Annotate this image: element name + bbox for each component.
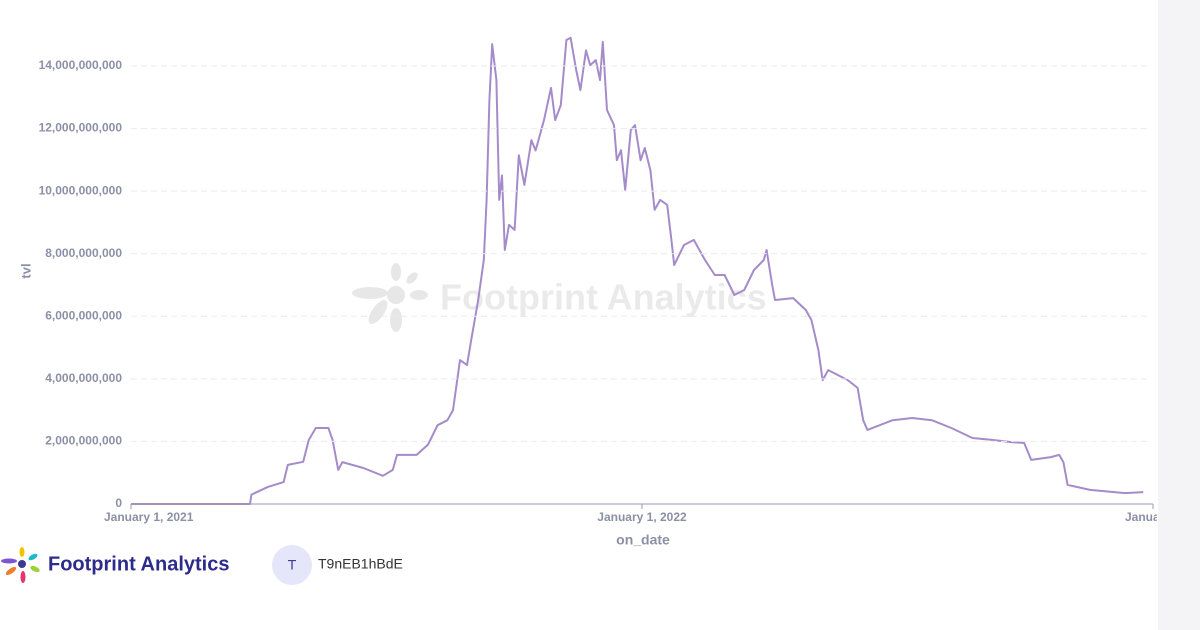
y-tick-label: 14,000,000,000: [39, 58, 123, 72]
y-tick-label: 6,000,000,000: [45, 308, 122, 322]
y-tick-label: 2,000,000,000: [45, 434, 122, 448]
user-name: T9nEB1hBdE: [318, 556, 403, 572]
brand: Footprint Analytics: [48, 553, 229, 575]
x-tick-label: January 1: [1125, 510, 1181, 524]
footer-logo: [1, 547, 40, 583]
y-axis-label: tvl: [18, 263, 33, 278]
x-tick-label: January 1, 2021: [104, 510, 194, 524]
avatar-letter: T: [288, 557, 297, 573]
side-strip: [1158, 0, 1200, 630]
y-tick-label: 4,000,000,000: [45, 371, 122, 385]
x-axis-label: on_date: [616, 532, 670, 548]
x-tick-label: January 1, 2022: [597, 510, 687, 524]
plot: January 1, 2021 January 1, 2022 January 1: [104, 36, 1181, 524]
watermark-icon: [352, 263, 428, 332]
tvl-line: [131, 36, 1144, 505]
y-tick-label: 10,000,000,000: [39, 183, 123, 197]
avatar: [272, 545, 312, 585]
watermark: Footprint Analytics: [440, 277, 767, 318]
y-tick-label: 12,000,000,000: [39, 121, 123, 135]
y-tick-label: 0: [115, 496, 122, 510]
y-tick-label: 8,000,000,000: [45, 246, 122, 260]
